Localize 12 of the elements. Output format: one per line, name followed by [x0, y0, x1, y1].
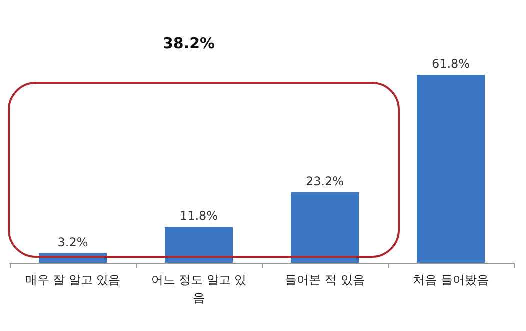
- bar: [291, 192, 359, 263]
- x-tick-label: 처음 들어봤음: [413, 273, 489, 287]
- data-label: 23.2%: [306, 174, 344, 188]
- x-tick-label: 어느 정도 알고 있음: [151, 273, 247, 305]
- data-label: 61.8%: [432, 56, 470, 71]
- bar: [417, 74, 485, 263]
- x-tick-label: 들어본 적 있음: [285, 273, 365, 287]
- x-tick-label: 매우 잘 알고 있음: [25, 273, 121, 287]
- data-label: 11.8%: [180, 209, 218, 224]
- data-label: 3.2%: [58, 235, 88, 250]
- text: 38.2%: [163, 34, 216, 52]
- bar: [165, 227, 233, 263]
